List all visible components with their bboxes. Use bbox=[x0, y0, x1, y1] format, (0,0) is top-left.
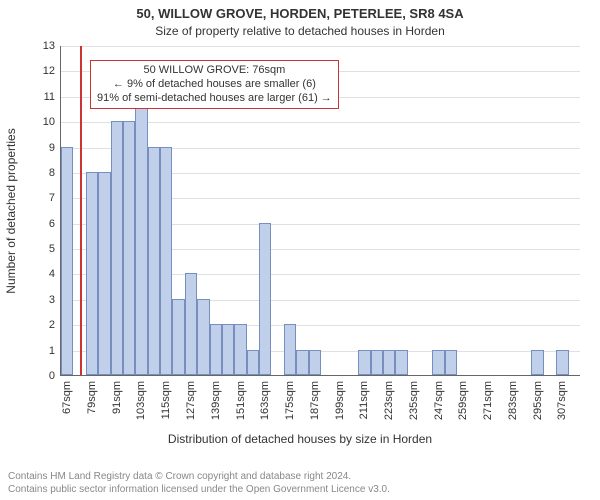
y-tick-label: 12 bbox=[43, 65, 55, 77]
y-tick-label: 6 bbox=[49, 218, 55, 230]
histogram-bar bbox=[395, 350, 407, 375]
y-tick-label: 3 bbox=[49, 294, 55, 306]
histogram-bar bbox=[222, 324, 234, 375]
histogram-bar bbox=[160, 147, 172, 375]
y-tick-label: 1 bbox=[49, 345, 55, 357]
y-tick-label: 11 bbox=[44, 91, 55, 103]
x-tick-label: 199sqm bbox=[334, 381, 346, 420]
x-tick-label: 139sqm bbox=[210, 381, 222, 420]
histogram-bar bbox=[309, 350, 321, 375]
x-tick-label: 259sqm bbox=[457, 381, 469, 420]
histogram-bar bbox=[123, 121, 135, 375]
x-tick-label: 127sqm bbox=[185, 381, 197, 420]
annotation-line: 50 WILLOW GROVE: 76sqm bbox=[97, 64, 332, 78]
x-tick-label: 235sqm bbox=[408, 381, 420, 420]
x-tick-label: 247sqm bbox=[433, 381, 445, 420]
x-tick-label: 187sqm bbox=[309, 381, 321, 420]
histogram-bar bbox=[210, 324, 222, 375]
y-tick-label: 2 bbox=[49, 319, 55, 331]
x-tick-label: 67sqm bbox=[61, 381, 73, 414]
histogram-bar bbox=[445, 350, 457, 375]
x-tick-label: 115sqm bbox=[160, 381, 172, 419]
x-tick-label: 79sqm bbox=[86, 381, 98, 414]
x-tick-label: 307sqm bbox=[556, 381, 568, 420]
histogram-bar bbox=[432, 350, 444, 375]
histogram-bar bbox=[61, 147, 73, 375]
chart-subtitle: Size of property relative to detached ho… bbox=[0, 24, 600, 38]
histogram-bar bbox=[148, 147, 160, 375]
footer-line-2: Contains public sector information licen… bbox=[8, 483, 592, 496]
histogram-bar bbox=[383, 350, 395, 375]
gridline bbox=[61, 46, 580, 47]
y-tick-label: 9 bbox=[49, 142, 55, 154]
property-marker-line bbox=[80, 46, 82, 375]
histogram-bar bbox=[296, 350, 308, 375]
x-tick-label: 163sqm bbox=[259, 381, 271, 420]
y-tick-label: 8 bbox=[49, 167, 55, 179]
x-axis-label: Distribution of detached houses by size … bbox=[0, 432, 600, 446]
chart-container: { "title": "50, WILLOW GROVE, HORDEN, PE… bbox=[0, 0, 600, 500]
x-tick-label: 103sqm bbox=[135, 381, 147, 420]
chart-title: 50, WILLOW GROVE, HORDEN, PETERLEE, SR8 … bbox=[0, 6, 600, 21]
histogram-bar bbox=[86, 172, 98, 375]
x-tick-label: 223sqm bbox=[383, 381, 395, 420]
x-tick-label: 283sqm bbox=[507, 381, 519, 420]
x-tick-label: 211sqm bbox=[358, 381, 370, 419]
y-tick-label: 10 bbox=[43, 116, 55, 128]
footer-attribution: Contains HM Land Registry data © Crown c… bbox=[0, 470, 600, 496]
x-tick-label: 175sqm bbox=[284, 381, 296, 420]
histogram-bar bbox=[371, 350, 383, 375]
y-tick-label: 0 bbox=[49, 370, 55, 382]
histogram-bar bbox=[172, 299, 184, 375]
histogram-bar bbox=[197, 299, 209, 375]
histogram-bar bbox=[111, 121, 123, 375]
footer-line-1: Contains HM Land Registry data © Crown c… bbox=[8, 470, 592, 483]
histogram-bar bbox=[234, 324, 246, 375]
histogram-bar bbox=[556, 350, 568, 375]
annotation-box: 50 WILLOW GROVE: 76sqm← 9% of detached h… bbox=[90, 60, 339, 109]
histogram-bar bbox=[531, 350, 543, 375]
annotation-line: ← 9% of detached houses are smaller (6) bbox=[97, 78, 332, 92]
histogram-bar bbox=[259, 223, 271, 375]
histogram-bar bbox=[185, 273, 197, 375]
histogram-bar bbox=[247, 350, 259, 375]
y-tick-label: 7 bbox=[49, 192, 55, 204]
y-axis-label: Number of detached properties bbox=[4, 128, 18, 293]
x-tick-label: 91sqm bbox=[111, 381, 123, 414]
histogram-bar bbox=[98, 172, 110, 375]
x-tick-label: 295sqm bbox=[532, 381, 544, 420]
annotation-line: 91% of semi-detached houses are larger (… bbox=[97, 92, 332, 106]
y-tick-label: 5 bbox=[49, 243, 55, 255]
histogram-bar bbox=[135, 96, 147, 375]
y-tick-label: 4 bbox=[49, 268, 55, 280]
histogram-bar bbox=[358, 350, 370, 375]
y-tick-label: 13 bbox=[43, 40, 55, 52]
histogram-bar bbox=[284, 324, 296, 375]
x-tick-label: 151sqm bbox=[235, 381, 247, 420]
x-tick-label: 271sqm bbox=[482, 381, 494, 420]
